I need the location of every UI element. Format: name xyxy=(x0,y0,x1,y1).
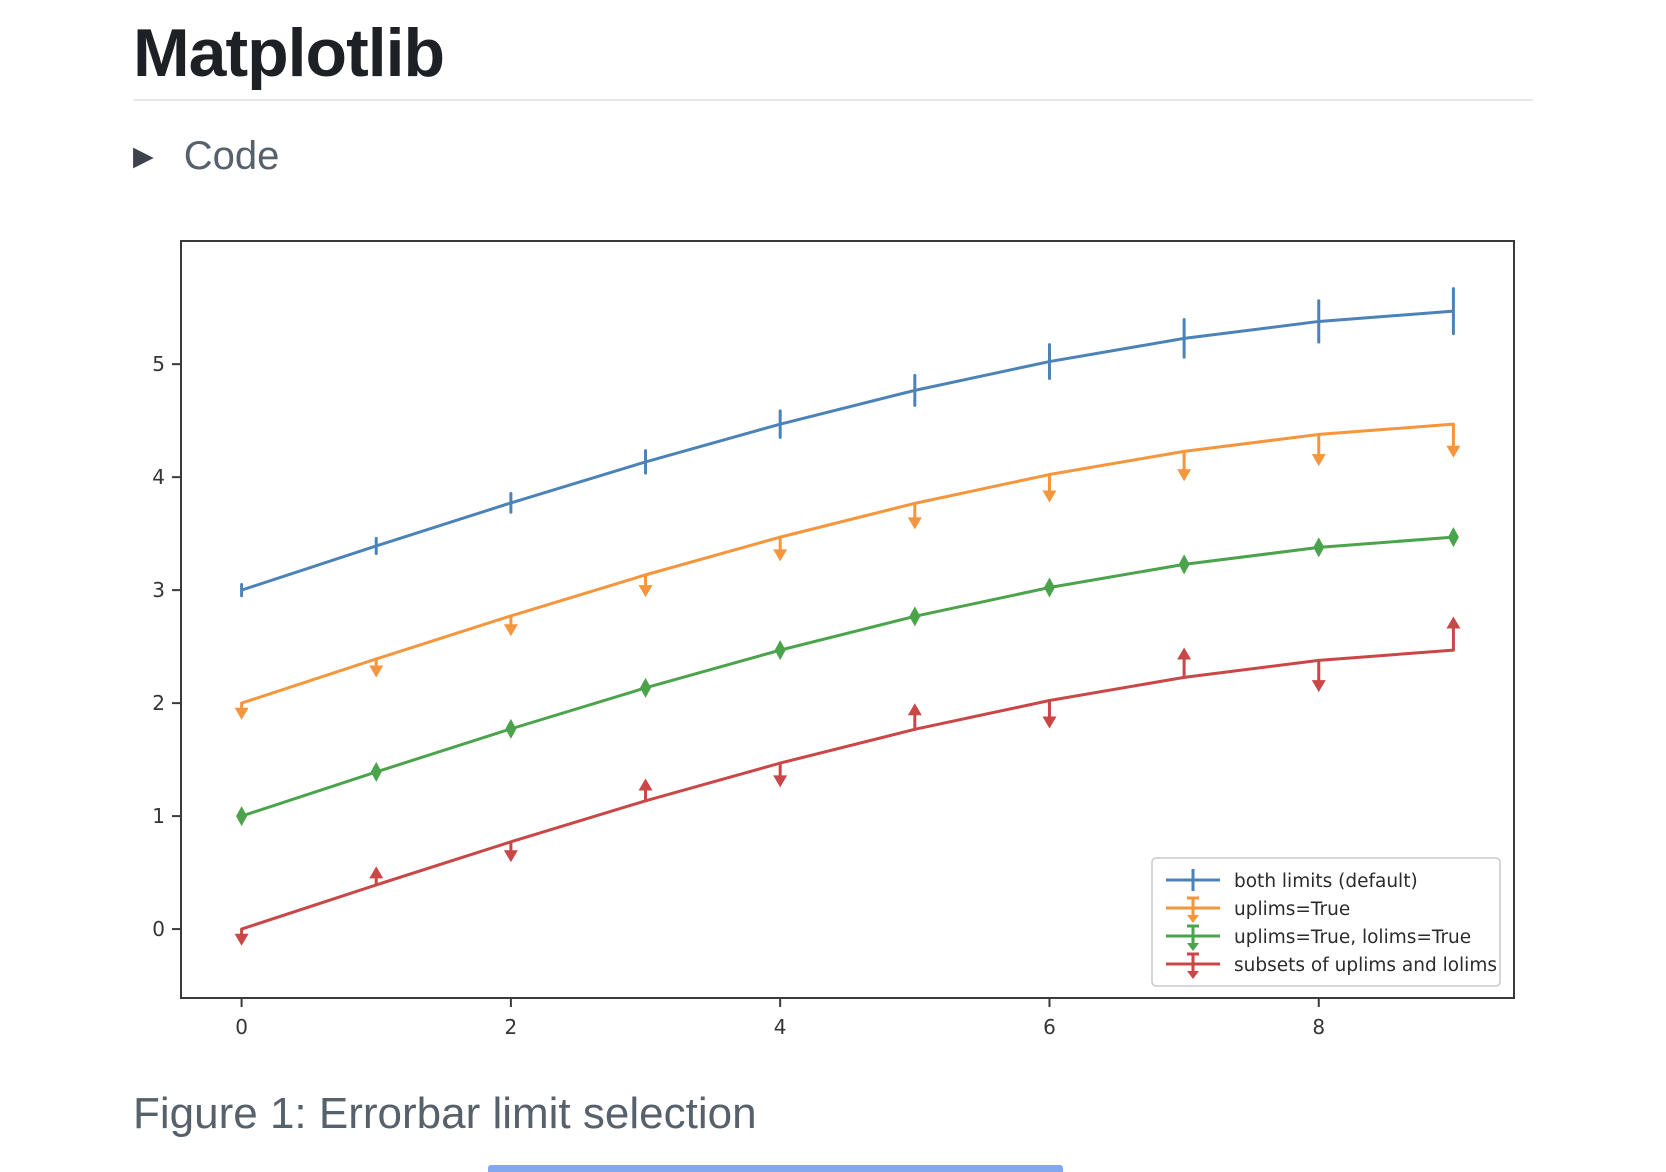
code-disclosure-label: Code xyxy=(183,134,280,178)
triangle-right-icon: ▶ xyxy=(133,140,154,171)
code-disclosure[interactable]: ▶ Code xyxy=(133,132,279,180)
svg-text:subsets of uplims and lolims: subsets of uplims and lolims xyxy=(1234,955,1497,976)
series-0 xyxy=(240,287,1455,598)
svg-text:2: 2 xyxy=(505,1015,518,1039)
divider xyxy=(133,99,1533,101)
svg-text:8: 8 xyxy=(1312,1015,1325,1039)
legend-entry-0: both limits (default) xyxy=(1166,869,1418,892)
series-3 xyxy=(234,616,1461,946)
svg-text:both limits (default): both limits (default) xyxy=(1234,871,1418,892)
errorbar-chart: 0 2 4 6 8 0 1 2 3 4 5 both limits (default) uplims=T… xyxy=(152,240,1515,1039)
axes: 0 2 4 6 8 0 1 2 3 4 5 xyxy=(152,240,1515,1039)
svg-text:4: 4 xyxy=(152,465,165,489)
legend-entry-3: subsets of uplims and lolims xyxy=(1166,952,1497,979)
next-figure-peek xyxy=(488,1165,1063,1172)
series-1 xyxy=(234,422,1461,720)
chart-legend: both limits (default) uplims=True uplims=T… xyxy=(1151,857,1501,987)
svg-text:0: 0 xyxy=(235,1015,248,1039)
svg-text:1: 1 xyxy=(152,804,165,828)
figure-caption: Figure 1: Errorbar limit selection xyxy=(133,1089,757,1138)
svg-text:5: 5 xyxy=(152,352,165,376)
svg-text:0: 0 xyxy=(152,917,165,941)
legend-entry-1: uplims=True xyxy=(1166,896,1350,923)
svg-text:uplims=True, lolims=True: uplims=True, lolims=True xyxy=(1234,927,1471,948)
svg-text:6: 6 xyxy=(1043,1015,1056,1039)
legend-entry-2: uplims=True, lolims=True xyxy=(1166,924,1471,951)
svg-text:2: 2 xyxy=(152,691,165,715)
plot-area xyxy=(181,241,1514,998)
svg-text:uplims=True: uplims=True xyxy=(1234,899,1350,920)
svg-text:3: 3 xyxy=(152,578,165,602)
page-title: Matplotlib xyxy=(133,15,445,91)
svg-text:4: 4 xyxy=(774,1015,787,1039)
figure: 0 2 4 6 8 0 1 2 3 4 5 both limits (default) uplims=T… xyxy=(150,208,1530,1048)
series-2 xyxy=(236,527,1459,827)
